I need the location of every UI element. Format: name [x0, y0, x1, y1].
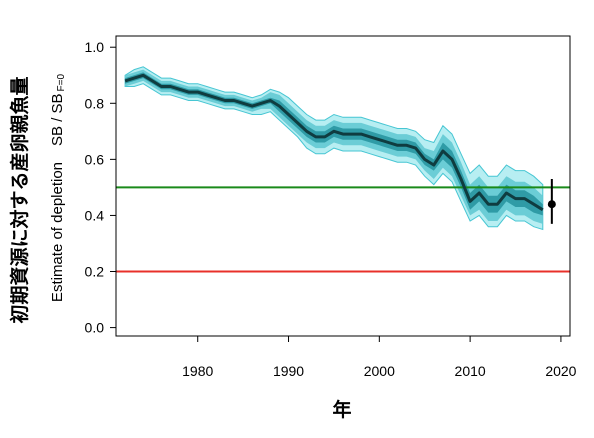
x-tick-label: 2020 [545, 363, 576, 379]
y-tick-label: 0.6 [85, 151, 105, 167]
outer-confidence-band [124, 66, 544, 231]
x-tick-label: 2000 [364, 363, 395, 379]
y-tick-label: 0.8 [85, 95, 105, 111]
x-tick-label: 1990 [273, 363, 304, 379]
y-axis-label-en-ratio: SB / SB [49, 93, 66, 146]
x-tick-label: 1980 [182, 363, 213, 379]
median-line [124, 73, 544, 212]
y-tick-label: 0.2 [85, 264, 105, 280]
y-axis-label-jp: 初期資源に対する産卵親魚量 [8, 76, 31, 323]
y-axis-label-en-prefix: Estimate of depletion [49, 162, 66, 302]
y-axis-label-en-sub: F=0 [56, 73, 67, 91]
terminal-point [547, 200, 556, 209]
x-axis: 1980 1990 2000 2010 2020 [182, 336, 577, 379]
x-axis-label: 年 [332, 398, 351, 421]
y-tick-label: 0.4 [85, 207, 105, 223]
plot-frame [115, 35, 571, 337]
x-tick-label: 2010 [455, 363, 486, 379]
y-axis-label-en: Estimate of depletion SB / SB F=0 [49, 73, 67, 302]
terminal-estimate [547, 178, 556, 224]
y-tick-label: 0.0 [85, 320, 105, 336]
reference-lines [116, 186, 570, 273]
y-tick-label: 1.0 [85, 39, 105, 55]
y-axis: 0.0 0.2 0.4 0.6 0.8 1.0 [85, 39, 116, 336]
